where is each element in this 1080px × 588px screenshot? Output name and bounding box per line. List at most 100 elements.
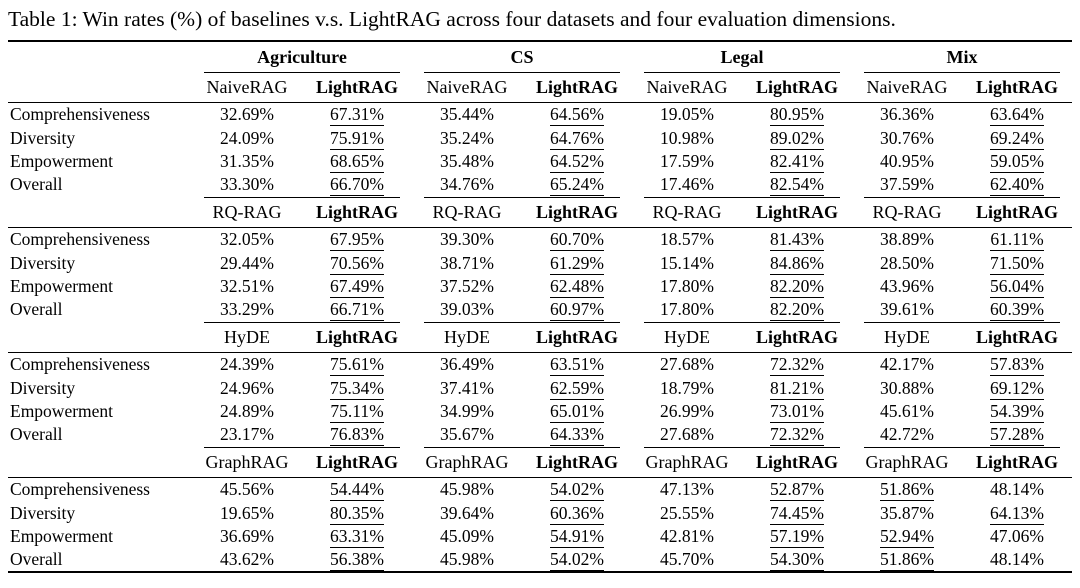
baseline-header-row: RQ-RAG LightRAG RQ-RAG LightRAG RQ-RAG LightR… bbox=[8, 199, 1073, 229]
dimension-label-cell: Comprehensiveness bbox=[10, 479, 150, 500]
value-cell: 43.62% bbox=[192, 548, 302, 572]
value-cell: 36.36% bbox=[852, 103, 962, 127]
value-cell: 23.17% bbox=[192, 423, 302, 446]
table-row: Diversity 19.65% 80.35% 39.64% 60.36% 25.55% 7… bbox=[8, 502, 1072, 525]
value: 15.14% bbox=[660, 252, 714, 273]
value: 30.88% bbox=[880, 377, 934, 398]
value-cell: 74.45% bbox=[742, 502, 852, 525]
winner-value: 89.02% bbox=[770, 127, 824, 150]
winner-value: 75.11% bbox=[330, 400, 384, 423]
winner-value: 75.61% bbox=[330, 354, 384, 377]
lightrag-name-cell: LightRAG bbox=[302, 324, 412, 354]
value-cell: 65.24% bbox=[522, 173, 632, 197]
value-cell: 24.09% bbox=[192, 127, 302, 150]
value: 45.70% bbox=[660, 549, 714, 570]
value-cell: 45.09% bbox=[412, 525, 522, 548]
winner-value: 66.71% bbox=[330, 299, 384, 322]
lightrag-name-cell: LightRAG bbox=[962, 74, 1073, 104]
win-rates-table: Agriculture CS Legal Mix NaiveRAG LightRA… bbox=[8, 40, 1073, 574]
lightrag-name-cell: LightRAG bbox=[962, 449, 1073, 479]
value-cell: 80.35% bbox=[302, 502, 412, 525]
winner-value: 56.04% bbox=[990, 275, 1044, 298]
baseline-name-cell: GraphRAG bbox=[632, 449, 743, 479]
value-cell: 38.71% bbox=[412, 252, 522, 275]
value-cell: 57.83% bbox=[962, 353, 1072, 377]
winner-value: 54.91% bbox=[550, 525, 604, 548]
value-cell: 69.12% bbox=[962, 377, 1072, 400]
lightrag-name-cell: LightRAG bbox=[742, 74, 853, 104]
value-cell: 66.71% bbox=[302, 298, 412, 322]
value-cell: 81.21% bbox=[742, 377, 852, 400]
baseline-name-cell: NaiveRAG bbox=[412, 74, 522, 104]
winner-value: 62.59% bbox=[550, 377, 604, 400]
value-cell: 17.80% bbox=[632, 275, 742, 298]
value-cell: 38.89% bbox=[852, 228, 962, 252]
value: 24.89% bbox=[220, 400, 274, 421]
table-caption: Table 1: Win rates (%) of baselines v.s.… bbox=[8, 7, 896, 31]
winner-value: 63.31% bbox=[330, 525, 384, 548]
value: 43.62% bbox=[220, 549, 274, 570]
value-cell: 51.86% bbox=[852, 548, 962, 572]
winner-value: 61.29% bbox=[550, 252, 604, 275]
winner-value: 62.48% bbox=[550, 275, 604, 298]
value-cell: 47.06% bbox=[962, 525, 1072, 548]
value-cell: 66.70% bbox=[302, 173, 412, 197]
rule-line bbox=[644, 72, 841, 74]
winner-value: 54.44% bbox=[330, 479, 384, 502]
value-cell: 54.02% bbox=[522, 478, 632, 502]
pair-rule-cell bbox=[852, 196, 1072, 199]
value: 36.69% bbox=[220, 525, 274, 546]
value: 43.96% bbox=[880, 275, 934, 296]
value-cell: 62.59% bbox=[522, 377, 632, 400]
value-cell: 60.36% bbox=[522, 502, 632, 525]
value-cell: 67.31% bbox=[302, 103, 412, 127]
winner-value: 54.02% bbox=[550, 479, 604, 502]
winner-value: 60.97% bbox=[550, 299, 604, 322]
corner-spacer bbox=[8, 324, 192, 354]
value-cell: 61.29% bbox=[522, 252, 632, 275]
rule-line bbox=[204, 322, 400, 324]
value-cell: 31.35% bbox=[192, 150, 302, 173]
value: 45.09% bbox=[440, 525, 494, 546]
value-cell: 37.41% bbox=[412, 377, 522, 400]
dataset-header-row: Agriculture CS Legal Mix bbox=[8, 41, 1072, 71]
winner-value: 52.94% bbox=[880, 525, 934, 548]
lightrag-name-cell: LightRAG bbox=[742, 324, 853, 354]
table-row: Empowerment 31.35% 68.65% 35.48% 64.52% 17.59… bbox=[8, 150, 1072, 173]
baseline-name-cell: GraphRAG bbox=[412, 449, 522, 479]
value-cell: 32.69% bbox=[192, 103, 302, 127]
dimension-label-cell: Overall bbox=[10, 549, 63, 570]
value-cell: 60.97% bbox=[522, 298, 632, 322]
winner-value: 67.49% bbox=[330, 275, 384, 298]
table-row: Comprehensiveness 32.69% 67.31% 35.44% 64.56… bbox=[8, 103, 1072, 127]
lightrag-name-cell: LightRAG bbox=[522, 449, 633, 479]
value: 38.89% bbox=[880, 229, 934, 250]
value: 30.76% bbox=[880, 127, 934, 148]
value-cell: 70.56% bbox=[302, 252, 412, 275]
value-cell: 65.01% bbox=[522, 400, 632, 423]
winner-value: 54.02% bbox=[550, 549, 604, 572]
value-cell: 56.38% bbox=[302, 548, 412, 572]
value-cell: 42.72% bbox=[852, 423, 962, 446]
value: 42.17% bbox=[880, 354, 934, 375]
winner-value: 54.39% bbox=[990, 400, 1044, 423]
rule-line bbox=[204, 447, 400, 449]
value-cell: 59.05% bbox=[962, 150, 1072, 173]
baseline-header-row: GraphRAG LightRAG GraphRAG LightRAG GraphRAG… bbox=[8, 449, 1073, 479]
dimension-label-cell: Empowerment bbox=[10, 150, 114, 171]
table-row: Overall 33.30% 66.70% 34.76% 65.24% 17.46% 82.… bbox=[8, 173, 1072, 197]
winner-value: 60.39% bbox=[990, 299, 1044, 322]
dimension-label-cell: Empowerment bbox=[10, 400, 114, 421]
value-cell: 37.59% bbox=[852, 173, 962, 196]
winner-value: 82.20% bbox=[770, 275, 824, 298]
value-cell: 57.28% bbox=[962, 423, 1072, 447]
baseline-name-cell: HyDE bbox=[852, 324, 963, 354]
value: 32.05% bbox=[220, 229, 274, 250]
baseline-header-row: NaiveRAG LightRAG NaiveRAG LightRAG NaiveRAG… bbox=[8, 74, 1073, 104]
pair-rule-cell bbox=[412, 446, 632, 449]
value: 27.68% bbox=[660, 354, 714, 375]
value: 42.72% bbox=[880, 424, 934, 445]
dimension-label-cell: Diversity bbox=[10, 127, 76, 148]
value: 37.59% bbox=[880, 174, 934, 195]
value: 19.65% bbox=[220, 502, 274, 523]
